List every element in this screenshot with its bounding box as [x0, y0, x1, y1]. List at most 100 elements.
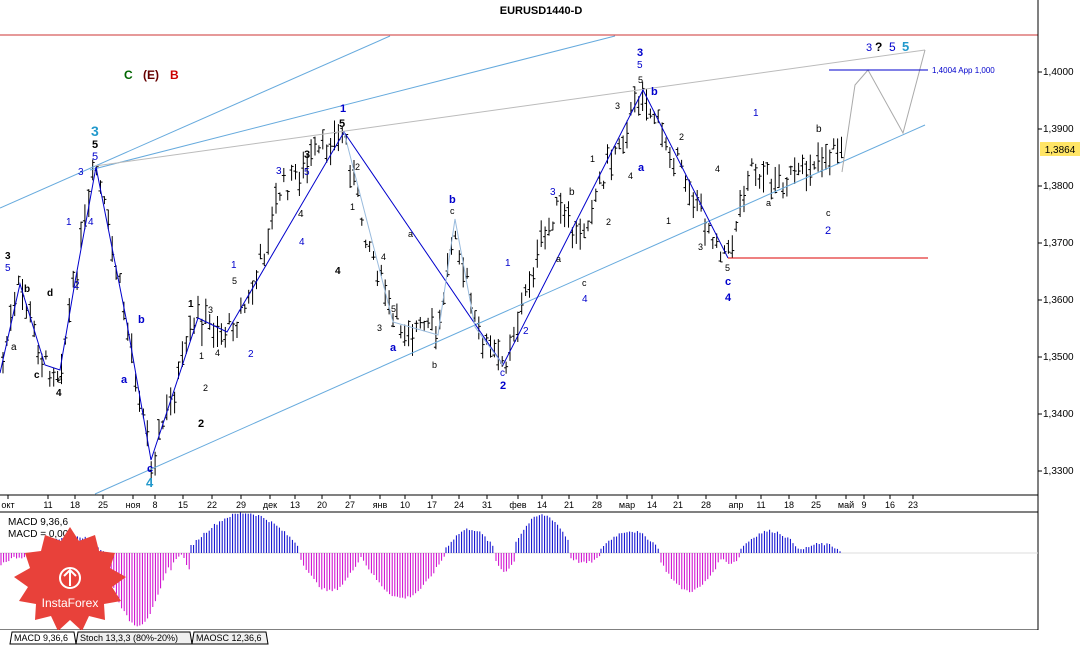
wave-label: 1 [66, 217, 72, 228]
wave-path-blue [0, 88, 729, 461]
date-tick-label: 25 [811, 500, 821, 510]
date-tick-label: 8 [152, 500, 157, 510]
date-tick-label: 14 [647, 500, 657, 510]
wave-label: 3 [698, 242, 703, 252]
wave-top-3: 3 [866, 42, 872, 54]
wave-label: d [47, 288, 53, 299]
tab-stoch[interactable]: Stoch 13,3,3 (80%-20%) [75, 631, 193, 645]
wave-label: 3 [637, 47, 643, 59]
tab-label: MACD 9,36,6 [14, 633, 68, 643]
wave-label: 2 [523, 326, 529, 337]
wave-label: 3 [276, 166, 282, 177]
wave-label: 2 [679, 132, 684, 142]
wave-label: 3 [5, 251, 11, 262]
price-tick-label: 1,3400 [1043, 409, 1074, 420]
date-tick-label: 18 [70, 500, 80, 510]
date-tick-label: 27 [345, 500, 355, 510]
wave-label: b [138, 314, 145, 326]
wave-label: 5 [304, 167, 310, 178]
wave-label: 4 [298, 209, 304, 220]
date-tick-label: 29 [236, 500, 246, 510]
wave-label: 5 [5, 263, 11, 274]
price-tick-label: 1,3700 [1043, 238, 1074, 249]
date-tick-label: 31 [482, 500, 492, 510]
price-tick-label: 1,3300 [1043, 466, 1074, 477]
wave-label: 1 [231, 260, 237, 271]
wave-label: 1 [188, 299, 194, 310]
wave-label: a [390, 342, 397, 354]
wave-label: a [638, 162, 645, 174]
wave-label: 4 [299, 237, 305, 248]
date-tick-label: ноя [126, 500, 141, 510]
date-tick-label: 17 [427, 500, 437, 510]
tab-shape [191, 631, 269, 645]
channel-line-upper [0, 35, 391, 209]
wave-label: c [725, 276, 731, 288]
wave-top-5a: 5 [889, 40, 896, 54]
wave-label: c [450, 206, 455, 216]
wave-label: 5 [92, 151, 98, 163]
wave-label: 4 [215, 348, 220, 358]
tab-label: MAOSC 12,36,6 [196, 633, 262, 643]
wave-label: 3 [615, 101, 620, 111]
indicator-tabs: MACD 9,36,6 Stoch 13,3,3 (80%-20%) MAOSC… [0, 630, 1038, 661]
wave-top-5b: 5 [902, 39, 909, 54]
wave-label: 2 [198, 418, 204, 430]
date-tick-label: 18 [784, 500, 794, 510]
wave-label: b [569, 187, 575, 198]
wave-label: 2 [74, 280, 80, 291]
price-tick-label: 1,3800 [1043, 181, 1074, 192]
tab-maosc[interactable]: MAOSC 12,36,6 [191, 631, 269, 645]
indicator-value: MACD = 0,00 [8, 529, 69, 540]
wave-label: 4 [725, 292, 732, 304]
wave-top-question: ? [875, 40, 882, 54]
date-axis-ticks: окт 11 18 25 ноя 8 15 22 29 дек 13 20 27 янв 10 17 24 31 ф… [1, 495, 918, 510]
chart-title: EURUSD1440-D [500, 5, 583, 17]
wave-label: c [826, 208, 831, 218]
date-tick-label: 11 [756, 500, 765, 510]
wave-label: b [432, 360, 437, 370]
date-tick-label: 28 [701, 500, 711, 510]
wave-label: 1 [666, 216, 671, 226]
wave-label: e [57, 375, 63, 386]
wave-label: a [408, 229, 413, 239]
wave-label: 3 [91, 123, 99, 139]
date-tick-label: 13 [290, 500, 300, 510]
channel-line-lower [94, 124, 926, 495]
current-price-label: 1,3864 [1045, 145, 1076, 156]
date-tick-label: 10 [400, 500, 410, 510]
wave-label: 2 [248, 349, 254, 360]
wave-label: 2 [355, 162, 360, 172]
wave-label: a [766, 198, 771, 208]
wave-label: 5 [391, 304, 396, 314]
price-tick-label: 1,3900 [1043, 124, 1074, 135]
current-price-box [1040, 142, 1080, 156]
wave-label: 3 [550, 187, 556, 198]
wave-label: 3 [377, 323, 382, 333]
date-tick-label: дек [263, 500, 277, 510]
date-tick-label: апр [729, 500, 744, 510]
tab-macd[interactable]: MACD 9,36,6 [9, 631, 77, 645]
wave-label: b [24, 284, 30, 295]
wave-label: a [121, 374, 128, 386]
wave-label: a [556, 254, 561, 264]
price-bars [1, 81, 844, 487]
date-tick-label: 15 [178, 500, 188, 510]
wave-label: 4 [56, 388, 62, 399]
wave-label: 4 [582, 294, 588, 305]
wave-label: 1 [199, 351, 204, 361]
wave-label: 5 [92, 139, 98, 151]
wave-label: c [582, 278, 587, 288]
date-tick-label: 9 [861, 500, 866, 510]
wave-label: 3 [78, 167, 84, 178]
wave-label: 5 [725, 263, 730, 273]
wave-label: 4 [715, 164, 720, 174]
wave-label: b [651, 86, 658, 98]
wave-label: 2 [203, 383, 208, 393]
date-tick-label: 20 [317, 500, 327, 510]
wave-label: 5 [339, 118, 345, 130]
legend-c: C [124, 68, 133, 82]
tab-label: Stoch 13,3,3 (80%-20%) [80, 633, 178, 643]
